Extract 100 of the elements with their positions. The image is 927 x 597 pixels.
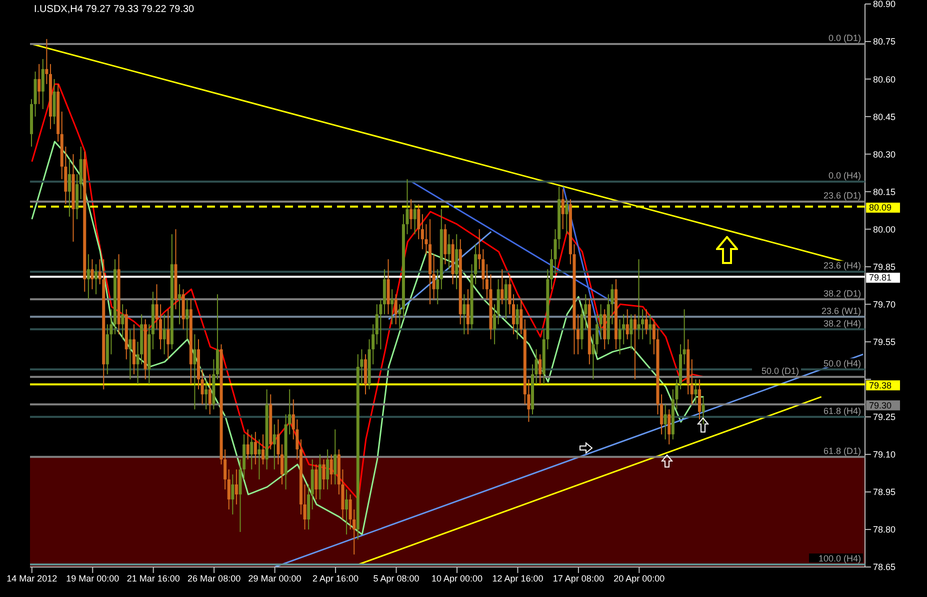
candlestick bbox=[596, 314, 599, 355]
ref-line-label: 23.6 (D1) bbox=[823, 190, 861, 201]
candlestick bbox=[565, 198, 568, 235]
candlestick bbox=[200, 368, 204, 405]
ref-line-label: 79.38 bbox=[869, 380, 892, 390]
y-tick-label: 80.60 bbox=[873, 74, 896, 84]
candlestick bbox=[561, 188, 564, 230]
ref-line-label: 38.2 (D1) bbox=[823, 288, 861, 298]
candlestick bbox=[637, 258, 640, 340]
candlestick bbox=[504, 278, 508, 320]
ref-line-label: 50.0 (H4) bbox=[823, 358, 861, 368]
y-tick-label: 78.95 bbox=[873, 487, 896, 498]
candlestick bbox=[520, 298, 523, 335]
line-series bbox=[31, 83, 704, 500]
y-tick-label: 79.10 bbox=[873, 450, 896, 460]
ref-line-label: 79.30 bbox=[869, 400, 892, 410]
x-tick-label: 21 Mar 16:00 bbox=[126, 573, 180, 584]
candlestick bbox=[436, 268, 440, 305]
ref-line-label: 79.81 bbox=[869, 272, 892, 283]
candlestick bbox=[702, 396, 705, 425]
candlestick bbox=[45, 38, 48, 85]
ref-line-label: 100.0 (H4) bbox=[818, 554, 861, 564]
candlestick bbox=[644, 308, 648, 335]
candlestick bbox=[227, 468, 230, 510]
candlestick bbox=[485, 264, 488, 300]
candlestick bbox=[204, 378, 208, 410]
candlestick bbox=[410, 198, 413, 230]
candlestick bbox=[345, 488, 348, 535]
candlestick bbox=[121, 304, 124, 340]
y-tick-label: 80.90 bbox=[873, 0, 896, 10]
candlestick bbox=[162, 314, 166, 355]
y-tick-label: 78.65 bbox=[873, 562, 896, 572]
candlestick bbox=[698, 378, 701, 420]
candlestick bbox=[276, 418, 280, 465]
candlestick bbox=[508, 274, 512, 315]
candlestick bbox=[334, 428, 337, 485]
candlestick bbox=[630, 314, 633, 350]
x-tick-label: 17 Apr 08:00 bbox=[552, 573, 604, 584]
candlestick bbox=[652, 318, 656, 355]
candlestick bbox=[599, 304, 602, 340]
candlestick bbox=[694, 378, 698, 405]
candlestick bbox=[664, 404, 667, 440]
candlestick bbox=[280, 444, 284, 485]
ref-line-label: 61.8 (H4) bbox=[823, 406, 861, 416]
candlestick bbox=[512, 294, 516, 335]
candlestick bbox=[379, 298, 382, 350]
y-tick-label: 79.70 bbox=[873, 299, 896, 310]
candlestick bbox=[254, 431, 257, 465]
candlestick bbox=[231, 474, 234, 515]
candlestick bbox=[186, 298, 189, 340]
candlestick bbox=[193, 334, 196, 410]
candlestick bbox=[633, 314, 636, 380]
candlestick bbox=[648, 314, 652, 345]
candlestick bbox=[420, 214, 424, 250]
line-series bbox=[31, 140, 704, 536]
candlestick bbox=[68, 158, 71, 218]
candlestick bbox=[94, 264, 98, 295]
candlestick bbox=[592, 334, 595, 380]
candlestick bbox=[534, 348, 538, 385]
candlestick bbox=[128, 328, 132, 380]
candlestick bbox=[178, 284, 182, 325]
y-tick-label: 80.00 bbox=[873, 224, 896, 234]
candlestick bbox=[314, 464, 318, 500]
x-tick-label: 26 Mar 08:00 bbox=[188, 573, 241, 584]
y-tick-label: 79.55 bbox=[873, 336, 896, 347]
candlestick bbox=[538, 354, 542, 385]
y-tick-label: 79.85 bbox=[873, 262, 896, 272]
candlestick bbox=[262, 434, 265, 465]
candlestick bbox=[500, 268, 504, 305]
candlestick bbox=[550, 248, 553, 290]
candlestick bbox=[626, 308, 629, 340]
candlestick bbox=[413, 204, 416, 235]
candlestick bbox=[272, 424, 276, 470]
candlestick bbox=[682, 308, 686, 365]
y-tick-label: 80.30 bbox=[873, 149, 896, 160]
candlestick bbox=[690, 358, 694, 405]
candlestick bbox=[390, 288, 394, 325]
y-tick-label: 78.80 bbox=[873, 524, 896, 535]
x-tick-label: 20 Apr 00:00 bbox=[614, 573, 665, 584]
candlestick bbox=[516, 304, 519, 340]
candlestick bbox=[86, 254, 90, 300]
x-tick-label: 5 Apr 08:00 bbox=[373, 573, 420, 584]
ref-line-label: 0.0 (H4) bbox=[828, 170, 861, 181]
candlestick bbox=[246, 428, 250, 460]
candlestick bbox=[398, 304, 402, 330]
y-tick-label: 80.45 bbox=[873, 112, 896, 122]
candlestick bbox=[208, 374, 212, 415]
y-tick-label: 80.15 bbox=[873, 186, 896, 197]
x-tick-label: 29 Mar 00:00 bbox=[248, 573, 302, 584]
candlestick bbox=[250, 434, 254, 470]
y-tick-label: 79.25 bbox=[873, 412, 896, 422]
ref-line-label: 50.0 (D1) bbox=[761, 366, 799, 376]
candlestick bbox=[406, 178, 409, 235]
x-tick-label: 10 Apr 00:00 bbox=[431, 573, 483, 584]
ref-line-label: 23.6 (H4) bbox=[823, 260, 861, 271]
x-tick-label: 19 Mar 00:00 bbox=[66, 573, 120, 584]
candlestick bbox=[303, 484, 306, 530]
candlestick bbox=[326, 448, 330, 490]
candlestick bbox=[322, 458, 326, 490]
candlestick bbox=[258, 438, 261, 480]
